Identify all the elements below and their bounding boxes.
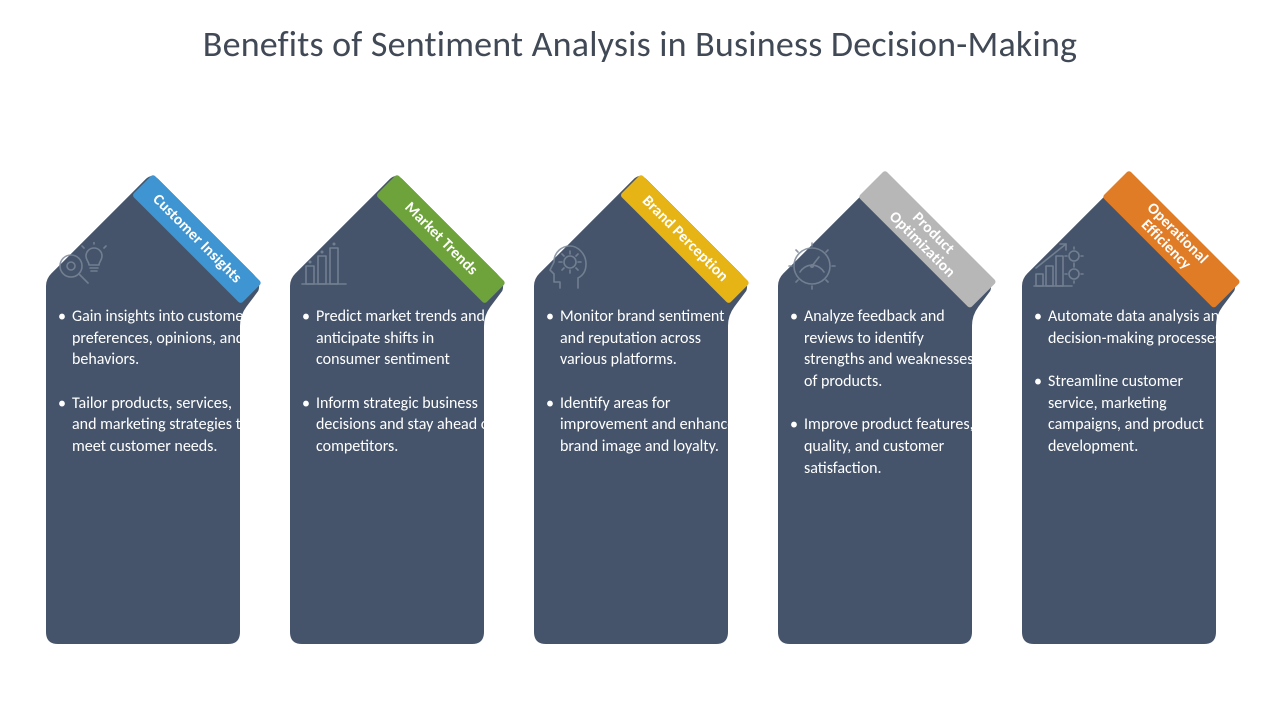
benefit-card: ProductOptimization Analyze feedback and… xyxy=(772,170,996,650)
bullet: Monitor brand sentiment and reputation a… xyxy=(546,306,740,371)
bullet: Tailor products, services, and marketing… xyxy=(58,393,252,458)
bullet: Gain insights into customer preferences,… xyxy=(58,306,252,371)
benefit-card: Customer Insights Gain insights into cus… xyxy=(40,170,264,650)
benefit-card: Brand Perception Monitor brand sentiment… xyxy=(528,170,752,650)
bullet: Automate data analysis and decision-maki… xyxy=(1034,306,1228,349)
benefit-card: Market Trends Predict market trends and … xyxy=(284,170,508,650)
growth-gears-icon xyxy=(1032,242,1084,295)
card-body: Monitor brand sentiment and reputation a… xyxy=(546,306,740,480)
bullet: Analyze feedback and reviews to identify… xyxy=(790,306,984,392)
bullet: Predict market trends and anticipate shi… xyxy=(302,306,496,371)
bullet: Streamline customer service, marketing c… xyxy=(1034,371,1228,457)
bar-chart-icon xyxy=(300,242,350,293)
card-body: Analyze feedback and reviews to identify… xyxy=(790,306,984,501)
benefit-card: OperationalEfficiency Automate data anal… xyxy=(1016,170,1240,650)
cards-row: Customer Insights Gain insights into cus… xyxy=(40,170,1240,670)
head-gear-icon xyxy=(544,242,594,297)
bullet: Improve product features, quality, and c… xyxy=(790,414,984,479)
card-body: Automate data analysis and decision-maki… xyxy=(1034,306,1228,480)
bullet: Identify areas for improvement and enhan… xyxy=(546,393,740,458)
gauge-gear-icon xyxy=(788,242,840,297)
search-idea-icon xyxy=(56,242,110,293)
page-title: Benefits of Sentiment Analysis in Busine… xyxy=(0,22,1280,66)
card-body: Predict market trends and anticipate shi… xyxy=(302,306,496,480)
bullet: Inform strategic business decisions and … xyxy=(302,393,496,458)
card-body: Gain insights into customer preferences,… xyxy=(58,306,252,480)
